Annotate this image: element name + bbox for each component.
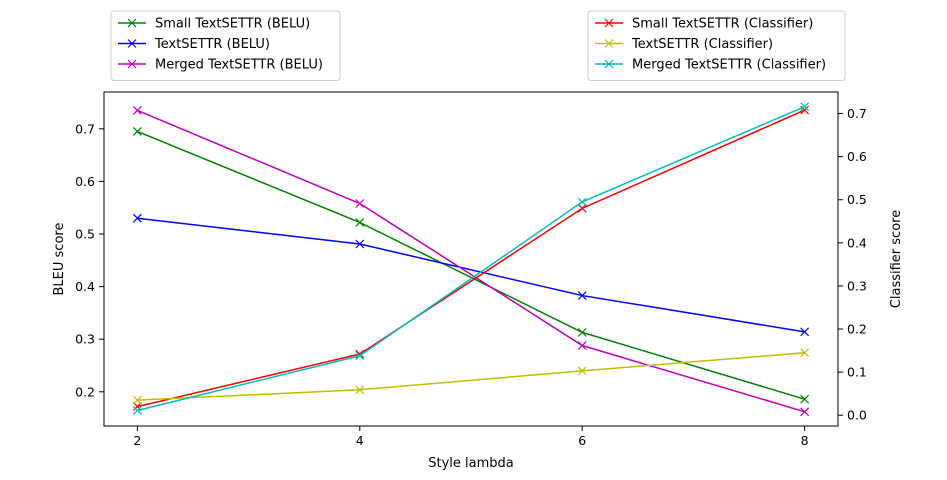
series-merged-textsettr-classifier: [132, 102, 810, 415]
right-y-tick-label: 0.7: [847, 106, 867, 121]
data-point: [800, 394, 810, 404]
data-point: [355, 239, 365, 249]
data-point: [132, 213, 142, 223]
right-y-tick-label: 0.3: [847, 278, 867, 293]
series-layer: [132, 102, 810, 417]
left-y-tick-label: 0.6: [75, 174, 95, 189]
right-y-tick-label: 0.5: [847, 192, 867, 207]
legend-marker: [604, 39, 614, 48]
left-y-axis-ticks: 0.2 0.3 0.4 0.5 0.6 0.7: [75, 121, 104, 399]
series-line: [137, 105, 805, 412]
x-axis-ticks: 2 4 6 8: [133, 426, 809, 448]
legend-marker: [127, 59, 137, 69]
right-y-tick-label: 0.2: [847, 322, 867, 337]
legend-label: TextSETTR (Classifier): [631, 37, 773, 52]
data-point: [577, 197, 587, 207]
x-tick-label: 4: [356, 433, 364, 448]
series-line: [137, 351, 805, 401]
x-tick-label: 8: [801, 433, 809, 448]
legend-left: Small TextSETTR (BELU) TextSETTR (BELU) Me…: [110, 10, 341, 81]
data-point: [800, 407, 810, 417]
right-y-axis-label: Classifier score: [889, 210, 904, 308]
series-line: [137, 130, 805, 400]
left-y-tick-label: 0.2: [75, 384, 95, 399]
left-y-tick-label: 0.7: [75, 121, 95, 136]
left-y-axis-label: BLEU score: [52, 223, 67, 296]
series-line: [137, 109, 805, 408]
left-y-tick-label: 0.4: [75, 279, 95, 294]
legend-label: TextSETTR (BELU): [154, 37, 270, 52]
left-y-tick-label: 0.3: [75, 332, 95, 347]
legend-entry: Small TextSETTR (BELU): [118, 17, 310, 32]
legend-right: Small TextSETTR (Classifier) TextSETTR (C…: [587, 10, 846, 81]
data-point: [355, 199, 365, 208]
plot-frame: [103, 91, 839, 427]
data-point: [800, 348, 810, 358]
data-point: [355, 385, 365, 395]
x-tick-label: 2: [133, 433, 141, 448]
data-point: [132, 105, 142, 115]
data-point: [355, 351, 365, 361]
series-line: [137, 109, 805, 413]
legend-marker: [604, 59, 614, 69]
series-merged-textsettr-belu: [132, 105, 810, 417]
data-point: [132, 406, 142, 415]
right-y-tick-label: 0.6: [847, 149, 867, 164]
right-y-axis-ticks: 0.0 0.1 0.2 0.3 0.4 0.5 0.6 0.7: [838, 106, 867, 423]
series-textsettr-classifier: [132, 348, 810, 405]
legend-entry: Merged TextSETTR (Classifier): [595, 58, 826, 73]
legend-entry: TextSETTR (Classifier): [595, 37, 773, 52]
data-point: [577, 327, 587, 337]
legend-label: Merged TextSETTR (BELU): [155, 58, 323, 73]
legend-marker: [604, 18, 614, 28]
legend-entry: TextSETTR (BELU): [118, 37, 270, 52]
data-point: [577, 203, 587, 213]
data-point: [577, 291, 587, 300]
data-point: [355, 218, 365, 227]
data-point: [800, 327, 810, 337]
legend-box: [110, 10, 341, 81]
right-y-tick-label: 0.4: [847, 235, 867, 250]
data-point: [577, 341, 587, 350]
right-y-tick-label: 0.0: [847, 408, 867, 423]
right-y-tick-label: 0.1: [847, 365, 867, 380]
legend-marker: [127, 18, 137, 28]
data-point: [577, 366, 587, 376]
legend-entry: Small TextSETTR (Classifier): [595, 17, 813, 32]
legend-label: Merged TextSETTR (Classifier): [632, 58, 826, 73]
legend-box: [587, 10, 846, 81]
left-y-tick-label: 0.5: [75, 227, 95, 242]
legend-marker: [127, 39, 137, 48]
legend-label: Small TextSETTR (Classifier): [632, 17, 813, 32]
data-point: [800, 102, 810, 112]
series-textsettr-belu: [132, 213, 810, 337]
legend-entry: Merged TextSETTR (BELU): [118, 58, 323, 73]
legend-label: Small TextSETTR (BELU): [155, 17, 310, 32]
data-point: [132, 395, 142, 405]
series-line: [137, 217, 805, 333]
x-tick-label: 6: [578, 433, 586, 448]
x-axis-label: Style lambda: [428, 456, 514, 471]
data-point: [132, 127, 142, 136]
series-small-textsettr-belu: [132, 127, 810, 404]
